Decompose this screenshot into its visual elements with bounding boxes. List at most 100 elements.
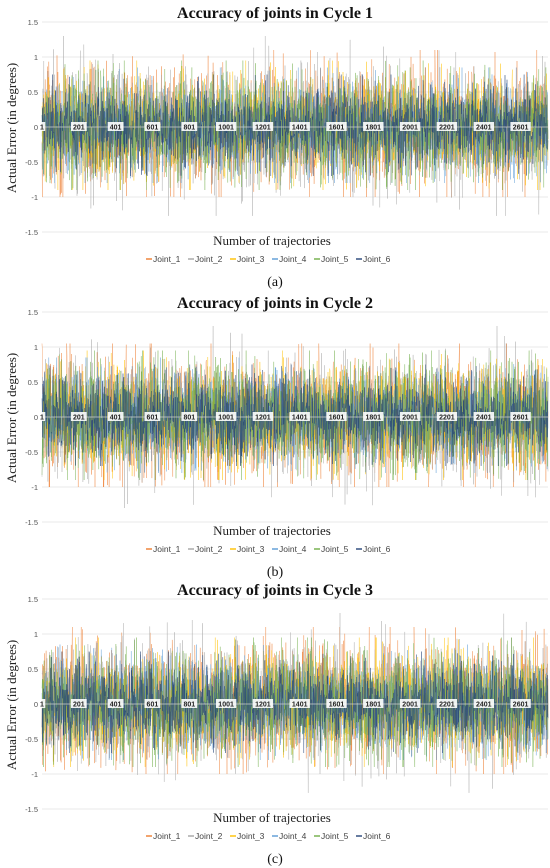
- y-tick-label: -1.5: [25, 805, 38, 814]
- x-tick-backing: [215, 699, 237, 708]
- x-tick-backing: [399, 412, 421, 421]
- x-tick-label: 1801: [366, 125, 382, 132]
- x-tick-backing: [363, 412, 384, 421]
- legend-item-joint-2: Joint_2: [195, 254, 223, 264]
- x-tick-backing: [215, 122, 237, 131]
- y-tick-label: -1: [31, 770, 38, 779]
- y-tick-label: 0.5: [28, 665, 38, 674]
- chart-title: Accuracy of joints in Cycle 3: [177, 582, 373, 599]
- x-tick-backing: [252, 699, 274, 708]
- x-tick-label: 2401: [476, 415, 492, 422]
- x-tick-label: 2601: [513, 702, 529, 709]
- x-tick-label: 201: [73, 702, 85, 709]
- legend-item-joint-5: Joint_5: [321, 254, 349, 264]
- x-tick-backing: [326, 122, 347, 131]
- y-tick-label: 1: [34, 630, 38, 639]
- legend-item-joint-3: Joint_3: [237, 254, 265, 264]
- x-tick-backing: [510, 122, 531, 131]
- chart-panel-3: Accuracy of joints in Cycle 3 1.5 1 0.5 0 -0.…: [4, 582, 549, 867]
- legend-item-joint-6: Joint_6: [363, 254, 391, 264]
- x-tick-label: 1: [40, 415, 44, 422]
- x-axis-label: Number of trajectories: [213, 523, 331, 538]
- x-axis-label: Number of trajectories: [213, 233, 331, 248]
- x-tick-backing: [326, 699, 347, 708]
- x-tick-label: 1001: [218, 415, 234, 422]
- y-axis-label: Actual Error (in degrees): [4, 640, 19, 770]
- y-tick-label: 0.5: [28, 378, 38, 387]
- x-tick-label: 401: [110, 415, 122, 422]
- x-tick-backing: [326, 412, 347, 421]
- legend-item-joint-3: Joint_3: [237, 544, 265, 554]
- x-tick-label: 2201: [439, 702, 455, 709]
- x-tick-backing: [107, 412, 124, 421]
- x-tick-label: 401: [110, 702, 122, 709]
- x-axis-label: Number of trajectories: [213, 810, 331, 825]
- panel-caption: (a): [267, 275, 283, 290]
- x-tick-backing: [436, 699, 458, 708]
- x-tick-backing: [38, 412, 46, 421]
- y-tick-label: 1: [34, 53, 38, 62]
- x-tick-backing: [363, 699, 384, 708]
- legend-item-joint-5: Joint_5: [321, 831, 349, 841]
- y-tick-label: 0: [34, 413, 38, 422]
- x-tick-backing: [181, 122, 198, 131]
- x-tick-backing: [215, 412, 237, 421]
- x-tick-backing: [399, 122, 421, 131]
- legend-item-joint-2: Joint_2: [195, 831, 223, 841]
- x-tick-label: 2001: [402, 415, 418, 422]
- series-line-joint-6: [41, 74, 549, 177]
- x-tick-backing: [510, 412, 531, 421]
- x-tick-label: 401: [110, 125, 122, 132]
- y-tick-label: -1.5: [25, 228, 38, 237]
- chart-title: Accuracy of joints in Cycle 2: [177, 295, 373, 312]
- chart-panel-1: Accuracy of joints in Cycle 1 1.5 1 0.5 0 -0.…: [4, 5, 549, 290]
- x-tick-label: 2601: [513, 415, 529, 422]
- x-tick-label: 1201: [255, 125, 271, 132]
- x-tick-label: 1801: [366, 415, 382, 422]
- x-tick-label: 1601: [329, 702, 345, 709]
- y-axis-label: Actual Error (in degrees): [4, 353, 19, 483]
- chart-title: Accuracy of joints in Cycle 1: [177, 5, 373, 22]
- x-tick-label: 1401: [292, 125, 308, 132]
- legend-item-joint-6: Joint_6: [363, 544, 391, 554]
- legend-item-joint-4: Joint_4: [279, 831, 307, 841]
- legend-item-joint-6: Joint_6: [363, 831, 391, 841]
- x-tick-backing: [473, 122, 494, 131]
- y-tick-label: -1: [31, 483, 38, 492]
- y-tick-label: 1.5: [28, 595, 38, 604]
- x-tick-backing: [473, 699, 494, 708]
- x-tick-backing: [473, 412, 494, 421]
- x-tick-label: 1: [40, 702, 44, 709]
- x-tick-backing: [289, 699, 310, 708]
- x-tick-label: 2201: [439, 415, 455, 422]
- x-tick-backing: [38, 699, 46, 708]
- x-tick-backing: [107, 122, 124, 131]
- legend-item-joint-4: Joint_4: [279, 254, 307, 264]
- x-tick-backing: [144, 699, 161, 708]
- y-tick-label: -1.5: [25, 518, 38, 527]
- legend-item-joint-1: Joint_1: [153, 544, 181, 554]
- x-tick-backing: [436, 412, 458, 421]
- x-tick-label: 1401: [292, 702, 308, 709]
- x-tick-label: 1801: [366, 702, 382, 709]
- x-tick-backing: [289, 412, 310, 421]
- x-tick-label: 2601: [513, 125, 529, 132]
- y-tick-label: 1.5: [28, 308, 38, 317]
- x-tick-backing: [70, 412, 87, 421]
- y-tick-label: 0.5: [28, 88, 38, 97]
- x-tick-backing: [181, 699, 198, 708]
- legend-item-joint-4: Joint_4: [279, 544, 307, 554]
- y-tick-label: 1: [34, 343, 38, 352]
- x-tick-backing: [363, 122, 384, 131]
- legend-item-joint-1: Joint_1: [153, 254, 181, 264]
- legend-item-joint-1: Joint_1: [153, 831, 181, 841]
- x-tick-label: 2001: [402, 702, 418, 709]
- x-tick-label: 2401: [476, 125, 492, 132]
- y-tick-label: 1.5: [28, 18, 38, 27]
- x-tick-label: 1001: [218, 702, 234, 709]
- x-tick-label: 601: [147, 125, 159, 132]
- x-tick-label: 1001: [218, 125, 234, 132]
- x-tick-label: 2201: [439, 125, 455, 132]
- x-tick-backing: [70, 122, 87, 131]
